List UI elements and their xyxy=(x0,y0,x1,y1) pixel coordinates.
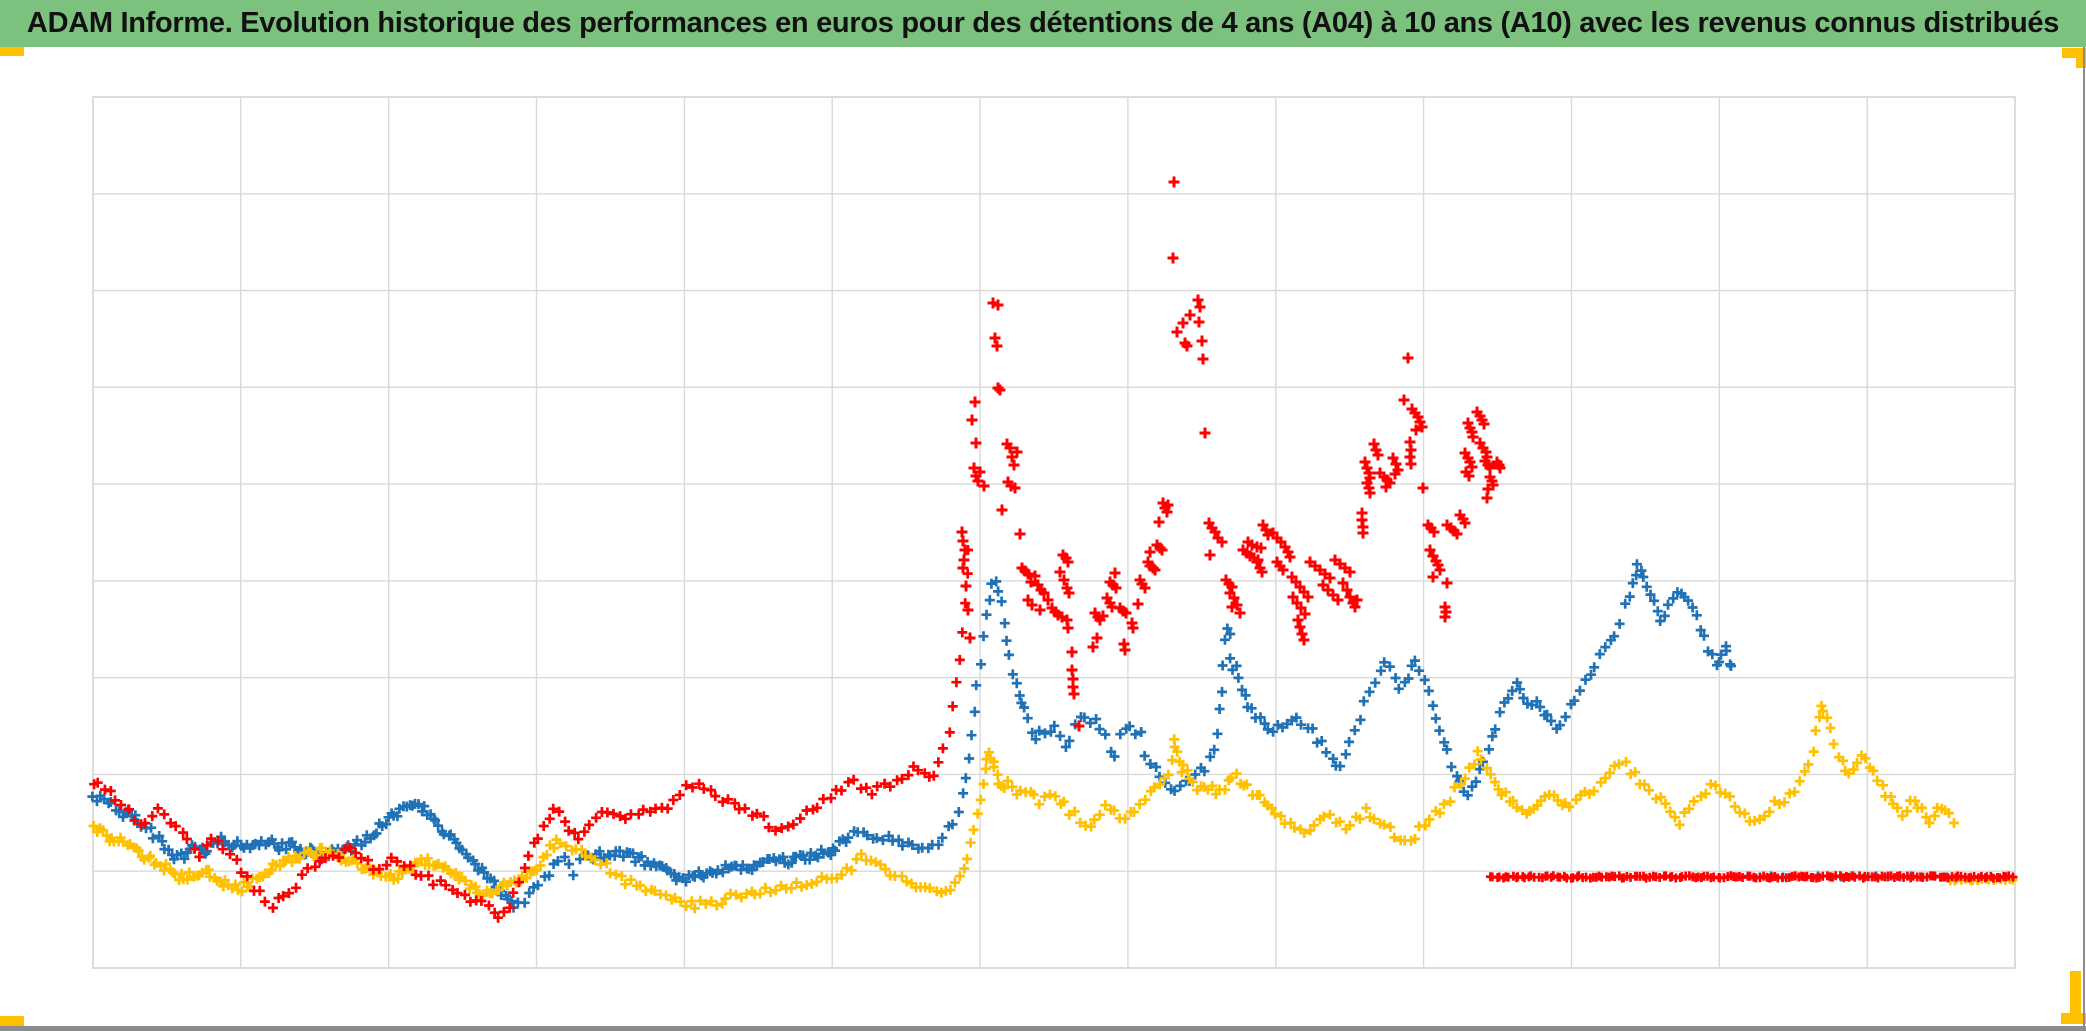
title-bar: ADAM Informe. Evolution historique des p… xyxy=(0,0,2086,47)
corner-accent-bottom-left xyxy=(0,1016,24,1027)
corner-accent-top-right xyxy=(2062,48,2086,58)
series-red-spike-cloud xyxy=(956,176,1506,732)
corner-accent-top-right-stub xyxy=(2076,48,2086,68)
series-red-flat-line xyxy=(1485,871,2018,883)
bottom-divider-bar xyxy=(0,1026,2086,1031)
corner-accent-bottom-right xyxy=(2070,971,2081,1017)
right-edge-border xyxy=(2083,47,2085,1026)
series-gold-main xyxy=(88,700,1959,914)
corner-accent-bottom-right-foot xyxy=(2061,1013,2086,1024)
corner-accent-top-left xyxy=(0,47,24,56)
page-title: ADAM Informe. Evolution historique des p… xyxy=(26,7,2060,39)
series-red-main xyxy=(89,545,973,923)
